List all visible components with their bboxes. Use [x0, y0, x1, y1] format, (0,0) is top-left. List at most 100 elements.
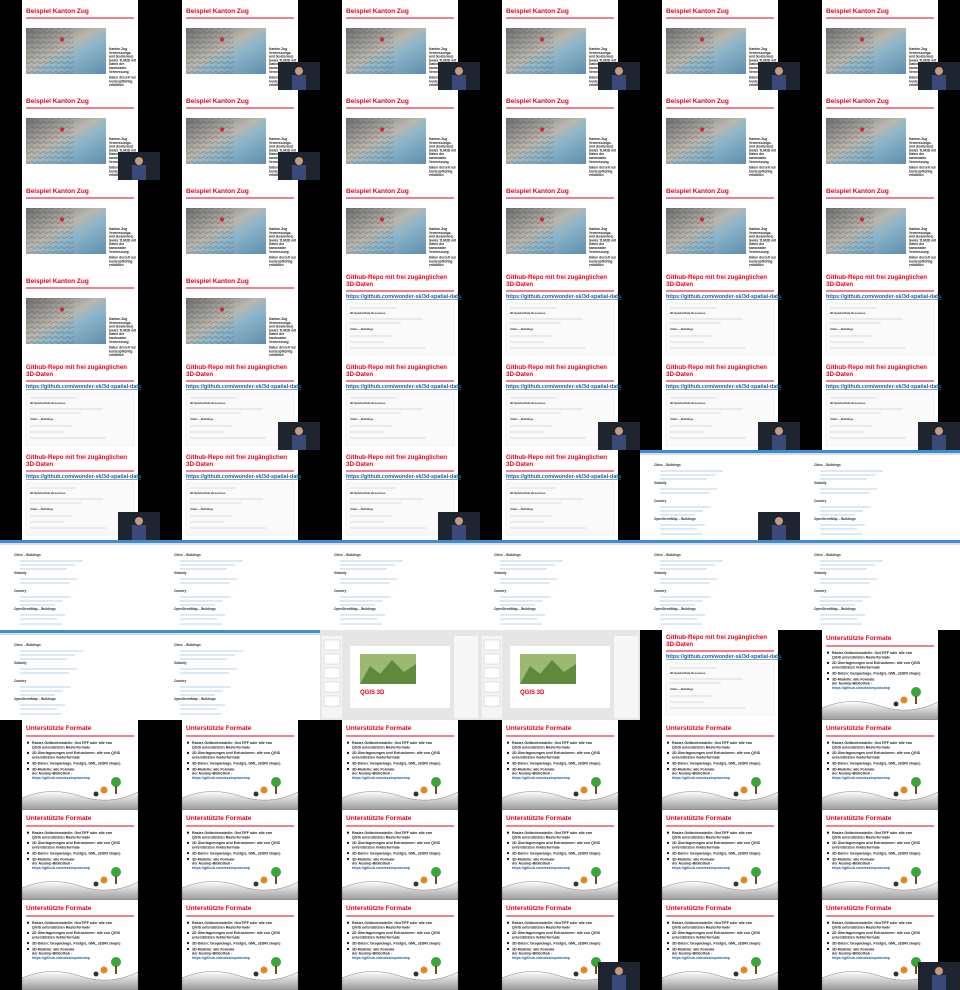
- slide-title: Beispiel Kanton Zug: [666, 188, 729, 195]
- slide-text: kostenpflichtig: [109, 79, 132, 83]
- video-frame: Beispiel Kanton Zug Kanton ZugVermessungs…: [182, 180, 298, 270]
- slide-text: amt (kostenlos): [749, 55, 773, 59]
- bullet-text: unterstützten Vektorformate: [352, 936, 400, 940]
- bullet-text: https://github.com/assimp/assimp: [192, 776, 251, 780]
- terrain-texture: [346, 118, 394, 164]
- rock: [573, 881, 579, 887]
- slide-text: Daten der: [109, 242, 125, 246]
- tree-trunk: [275, 786, 277, 794]
- presenter-head: [615, 967, 623, 975]
- rock: [93, 881, 99, 887]
- bullet: [347, 741, 349, 744]
- slide-text: kostenpflichtig: [589, 259, 612, 263]
- page-heading: Cities – Buildings: [350, 507, 374, 511]
- slide-text: kantonalen: [909, 246, 926, 250]
- bullet-text: QGIS unterstützten Rasterformate: [672, 925, 730, 929]
- tree: [431, 957, 441, 967]
- presenter-body: [452, 75, 466, 90]
- bush: [900, 876, 908, 884]
- slide-text: kostenpflichtig: [109, 349, 132, 353]
- rock: [253, 791, 259, 797]
- slide-text: kostenpflichtig: [269, 349, 292, 353]
- bullet-text: 3D-Daten: Geopackage, Postgis, GML, (ESR…: [32, 851, 121, 855]
- bullet: [507, 852, 509, 855]
- repo-link: https://github.com/wonder-sk/3d-spatial-…: [506, 384, 622, 390]
- presenter-body: [292, 75, 306, 90]
- slide-text: Daten der: [909, 62, 925, 66]
- bullet: [187, 768, 189, 770]
- slide-text: Daten der: [269, 242, 285, 246]
- page-shot: [665, 392, 775, 446]
- bullet-text: QGIS unterstützten Rasterformate: [672, 835, 730, 839]
- page-heading: Country: [814, 499, 826, 503]
- slide-title: QGIS 3D: [520, 690, 545, 696]
- repo-link: https://github.com/wonder-sk/3d-spatial-…: [506, 294, 622, 300]
- slide-text: Daten derzeit nur: [589, 166, 617, 170]
- tree-trunk: [275, 966, 277, 974]
- page-heading: Cities – Buildings: [654, 463, 681, 467]
- bullet-text: Raster-Geländemodelle: GeoTIFF oder alle…: [192, 741, 272, 745]
- bullet-text: unterstützten Vektorformate: [32, 846, 80, 850]
- bush: [740, 786, 748, 794]
- slide-text: Daten der: [749, 242, 765, 246]
- page-shot: [665, 662, 775, 716]
- slide-text: kantonalen: [909, 156, 926, 160]
- slide-text: Daten der: [749, 62, 765, 66]
- presenter-body: [772, 525, 786, 540]
- slide-text: kostenpflichtig: [269, 259, 292, 263]
- slide-title: Github-Repo mit frei zugänglichen: [506, 364, 607, 371]
- slide-title: 3D-Daten: [666, 281, 693, 288]
- bullet-text: QGIS unterstützten Rasterformate: [192, 745, 250, 749]
- slide-title: 3D-Daten: [826, 281, 853, 288]
- bullet-text: QGIS unterstützten Rasterformate: [512, 835, 570, 839]
- video-frame: Github-Repo mit frei zugänglichen3D-Date…: [342, 450, 480, 540]
- page-heading: Cities – Buildings: [670, 327, 694, 331]
- bullet: [667, 858, 669, 860]
- slide-text: amt (kostenlos): [269, 145, 293, 149]
- presenter-head: [295, 67, 303, 75]
- slide-text: Daten derzeit nur: [909, 256, 937, 260]
- page-shot: [345, 482, 455, 536]
- video-frame: Unterstützte Formate Raster-Geländemodell…: [661, 810, 779, 901]
- bullet-text: QGIS unterstützten Rasterformate: [192, 835, 250, 839]
- bullet: [827, 841, 829, 844]
- page-heading: Cities – Buildings: [670, 417, 694, 421]
- slide-title: 3D-Daten: [26, 371, 53, 378]
- slide-text: Kanton Zug: [429, 47, 447, 51]
- slide-text: amt (kostenlos): [589, 235, 613, 239]
- slide-text: Vermessungs-: [589, 231, 612, 235]
- slide-text: Daten derzeit nur: [429, 166, 457, 170]
- bullet: [827, 741, 829, 744]
- bullet: [27, 741, 29, 744]
- bullet-text: der Assimp-Bibliothek -: [832, 862, 873, 866]
- slide-title: Unterstützte Formate: [186, 905, 252, 912]
- slide-text: Daten derzeit nur: [269, 256, 297, 260]
- bullet: [827, 651, 829, 654]
- bullet-text: 2D Überlagerungen und Extrusionen: alle …: [32, 750, 121, 755]
- page-heading: Country: [654, 589, 666, 593]
- page-heading: Globally: [174, 661, 187, 665]
- slide-text: Daten derzeit nur: [429, 256, 457, 260]
- bullet-text: 3D-Daten: Geopackage, Postgis, GML, (ESR…: [352, 941, 441, 945]
- bullet: [347, 921, 349, 924]
- slide-title: Beispiel Kanton Zug: [26, 188, 89, 195]
- bullet-text: Raster-Geländemodelle: GeoTIFF oder alle…: [352, 831, 432, 835]
- slide-title: Unterstützte Formate: [826, 905, 892, 912]
- bullet: [347, 948, 349, 950]
- tree: [111, 867, 121, 877]
- bullet: [27, 831, 29, 834]
- repo-link: https://github.com/wonder-sk/3d-spatial-…: [666, 384, 782, 390]
- bullet: [27, 942, 29, 945]
- bullet-text: QGIS unterstützten Rasterformate: [32, 835, 90, 839]
- video-frame: Github-Repo mit frei zugänglichen3D-Date…: [502, 450, 622, 540]
- slide-title: 3D-Daten: [26, 461, 53, 468]
- bullet-text: der Assimp-Bibliothek -: [352, 862, 393, 866]
- thumbnail: [323, 653, 341, 665]
- slide-title: Unterstützte Formate: [186, 725, 252, 732]
- page-heading: 3D Spatial Data Resources: [350, 401, 386, 405]
- slide-text: amt (kostenlos): [429, 55, 453, 59]
- bullet-text: der Assimp-Bibliothek -: [672, 952, 713, 956]
- map-marker: [60, 217, 64, 222]
- bullet-text: Raster-Geländemodelle: GeoTIFF oder alle…: [832, 831, 912, 835]
- bullet-text: unterstützten Vektorformate: [192, 936, 240, 940]
